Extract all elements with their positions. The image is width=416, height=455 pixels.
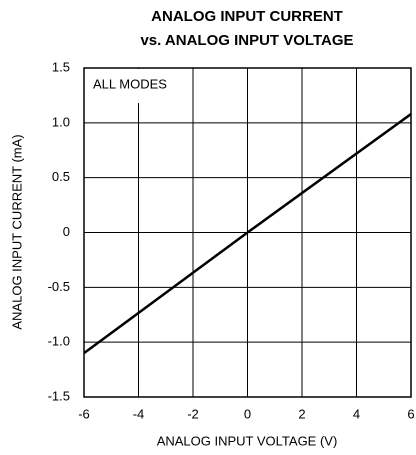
- x-tick-label: -4: [133, 406, 145, 421]
- annotation: ALL MODES: [93, 76, 167, 91]
- y-tick-label: 0: [63, 224, 70, 239]
- chart-title: ANALOG INPUT CURRENT: [151, 8, 343, 25]
- x-tick-label: 6: [407, 406, 414, 421]
- x-tick-label: 4: [353, 406, 360, 421]
- annotation-box: [85, 69, 189, 103]
- y-tick-label: -1.0: [48, 334, 70, 349]
- y-tick-label: 0.5: [52, 169, 70, 184]
- y-tick-label: 1.5: [52, 59, 70, 74]
- plot-frame: [83, 67, 412, 398]
- y-tick-label: -1.5: [48, 388, 70, 403]
- x-tick-label: 0: [244, 406, 251, 421]
- x-tick-label: 2: [298, 406, 305, 421]
- y-axis-label: ANALOG INPUT CURRENT (mA): [9, 134, 24, 329]
- x-tick-label: -2: [187, 406, 199, 421]
- x-tick-label: -6: [78, 406, 90, 421]
- data-line: [83, 113, 412, 355]
- x-axis-label: ANALOG INPUT VOLTAGE (V): [157, 433, 338, 448]
- chart-title: vs. ANALOG INPUT VOLTAGE: [140, 32, 353, 49]
- y-tick-label: 1.0: [52, 114, 70, 129]
- y-tick-label: -0.5: [48, 279, 70, 294]
